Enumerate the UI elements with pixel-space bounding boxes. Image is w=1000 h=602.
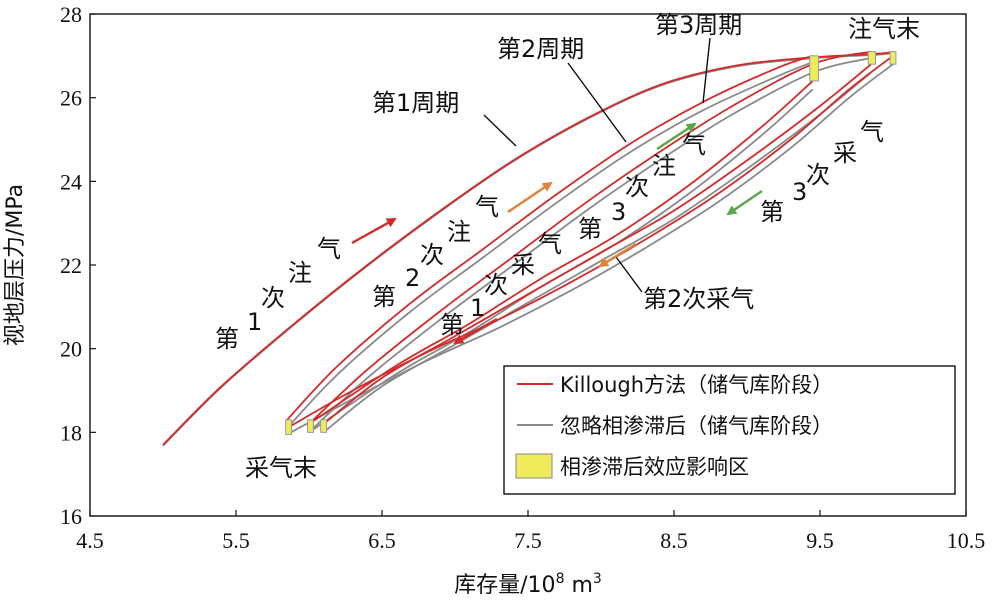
leader-cycle2	[567, 62, 627, 143]
annotation-prod-end: 采气末	[245, 454, 317, 482]
arrow-inj2	[507, 181, 553, 213]
legend-label-ignore: 忽略相渗滞后（储气库阶段）	[560, 414, 833, 438]
legend-box	[503, 365, 956, 495]
legend-label-killough: Killough方法（储气库阶段）	[560, 373, 833, 397]
y-tick-label: 26	[60, 86, 82, 111]
hysteresis-zone-3	[889, 51, 897, 65]
y-tick-label: 18	[60, 420, 82, 445]
annotation-prod2: 第2次采气	[643, 285, 754, 313]
y-tick-label: 20	[60, 337, 82, 362]
annotation-inj1: 第 1 次 注 气	[215, 235, 341, 353]
leader-cycle3	[702, 37, 711, 104]
x-tick-label: 4.5	[76, 528, 104, 553]
annotation-cycle2: 第2周期	[497, 35, 584, 63]
leader-prod2	[615, 256, 643, 293]
legend-swatch-zone	[515, 453, 553, 479]
arrow-inj3	[656, 122, 697, 151]
arrow-inj1	[351, 217, 397, 245]
x-axis-title: 库存量/108 m3	[454, 571, 602, 598]
x-tick-label: 9.5	[806, 528, 834, 553]
series-ignore-segment-3	[286, 61, 814, 429]
annotation-inj-end: 注气末	[848, 15, 920, 43]
hysteresis-zone-6	[320, 419, 328, 433]
hysteresis-zone-4	[285, 419, 292, 435]
y-tick-label: 22	[60, 253, 82, 278]
y-tick-label: 28	[60, 2, 82, 27]
y-axis-ticks: 16 18 20 22 24 26 28	[60, 2, 96, 529]
arrow-prod2	[598, 242, 637, 268]
arrow-prod1	[453, 317, 498, 345]
series-killough-segment-3	[286, 54, 813, 421]
legend: Killough方法（储气库阶段） 忽略相渗滞后（储气库阶段） 相渗滞后效应影响…	[503, 365, 956, 495]
annotation-prod3: 第 3 次 采 气	[760, 118, 884, 226]
hysteresis-zone-5	[307, 419, 314, 433]
y-tick-label: 16	[60, 504, 82, 529]
y-tick-label: 24	[60, 169, 82, 194]
x-axis-ticks: 4.5 5.5 6.5 7.5 8.5 9.5 10.5	[76, 510, 985, 553]
annotation-cycle3: 第3周期	[655, 11, 742, 39]
annotation-inj2: 第 2 次 注 气	[372, 193, 499, 311]
annotation-prod1: 第 1 次 采 气	[440, 230, 562, 339]
x-tick-label: 10.5	[947, 528, 986, 553]
series-killough-segment-5	[308, 50, 872, 425]
annotation-cycle1: 第1周期	[372, 89, 459, 117]
leader-cycle1	[483, 114, 517, 147]
x-tick-label: 5.5	[222, 528, 250, 553]
x-tick-label: 7.5	[514, 528, 542, 553]
x-tick-label: 8.5	[660, 528, 688, 553]
y-axis-title: 视地层压力/MPa	[3, 184, 28, 346]
series-killough-segment-4	[308, 80, 814, 425]
annotation-inj3: 第 3 次 注 气	[578, 131, 706, 243]
legend-label-zone: 相渗滞后效应影响区	[560, 455, 749, 479]
hysteresis-zone-2	[867, 51, 876, 65]
series-ignore-segment-2	[286, 63, 894, 436]
series-ignore-segment-5	[308, 57, 872, 433]
hysteresis-zone-layer	[285, 51, 897, 435]
hysteresis-zone-1	[809, 55, 820, 82]
series-killough-segment-6	[323, 63, 872, 425]
arrow-prod3	[726, 190, 763, 216]
x-tick-label: 6.5	[368, 528, 396, 553]
